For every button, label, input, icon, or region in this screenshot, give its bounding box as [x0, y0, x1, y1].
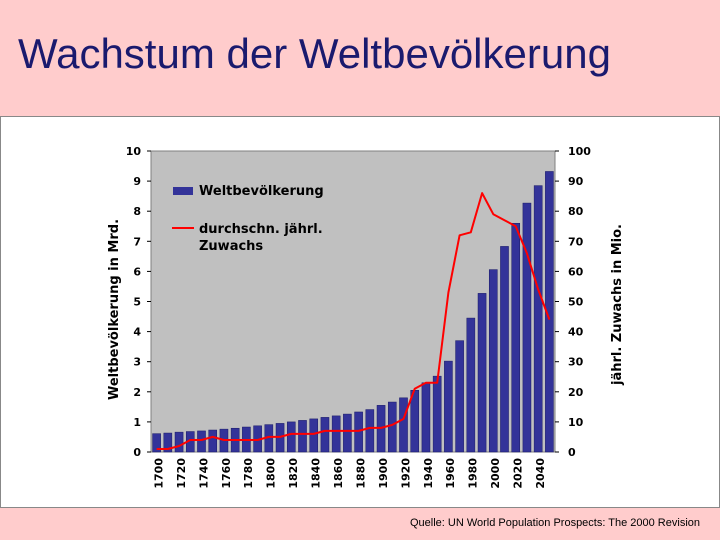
- y2-tick-label: 70: [568, 235, 584, 248]
- population-bar: [545, 171, 554, 453]
- x-tick-label: 1800: [265, 458, 278, 489]
- y-tick-label: 10: [126, 145, 142, 158]
- population-bar: [163, 432, 173, 453]
- population-bar: [488, 269, 498, 453]
- legend-line-label: durchschn. jährl.: [199, 222, 323, 237]
- x-tick-label: 1840: [310, 458, 323, 489]
- population-bar: [343, 413, 352, 453]
- x-tick-label: 1780: [242, 458, 255, 489]
- x-tick-label: 1700: [152, 458, 165, 489]
- population-bar: [432, 375, 442, 453]
- x-tick-label: 1720: [175, 458, 188, 489]
- legend-bar-swatch: [173, 187, 193, 195]
- population-bar: [500, 246, 509, 453]
- y-tick-label: 4: [133, 326, 141, 339]
- chart-panel: 0 1 2 3 4 5 6 7 8 9 10 0 10 20 30 40 50 60 70 80 90 100 1700 17…: [0, 116, 720, 508]
- x-tick-label: 1940: [422, 458, 435, 489]
- x-tick-label: 1880: [354, 458, 367, 489]
- y-tick-label: 5: [133, 296, 141, 309]
- y-tick-label: 2: [133, 386, 141, 399]
- y2-tick-label: 80: [568, 205, 584, 218]
- population-bar: [298, 420, 307, 453]
- population-bar: [354, 411, 363, 453]
- population-bar: [511, 222, 521, 453]
- y2-tick-label: 60: [568, 265, 584, 278]
- y2-tick-label: 90: [568, 175, 584, 188]
- population-bar: [444, 360, 453, 453]
- population-bar: [455, 340, 464, 453]
- population-bar: [286, 421, 296, 453]
- population-bar: [533, 185, 543, 453]
- x-tick-label: 1900: [377, 458, 390, 489]
- y2-tick-label: 30: [568, 356, 584, 369]
- population-bar: [421, 382, 431, 453]
- legend-line-label-cont: Zuwachs: [199, 239, 263, 254]
- x-tick-label: 2000: [489, 458, 502, 489]
- y2-tick-label: 0: [568, 446, 576, 459]
- y-tick-label: 1: [133, 416, 141, 429]
- x-tick-label: 2020: [512, 458, 525, 489]
- population-bar: [410, 390, 420, 453]
- population-bar: [365, 409, 375, 453]
- y2-tick-label: 50: [568, 296, 584, 309]
- population-bar: [197, 430, 206, 453]
- population-bar: [477, 293, 487, 453]
- y2-tick-label: 100: [568, 145, 591, 158]
- y2-axis-title: jährl. Zuwachs in Mio.: [610, 224, 625, 386]
- x-tick-label: 1980: [467, 458, 480, 489]
- population-bar: [152, 433, 161, 453]
- plot-area: [150, 150, 556, 453]
- x-tick-label: 1740: [197, 458, 210, 489]
- population-bar: [399, 397, 408, 453]
- population-bar: [208, 429, 218, 453]
- population-bar: [331, 415, 341, 453]
- population-bar: [309, 418, 319, 453]
- y2-tick-label: 40: [568, 326, 584, 339]
- y-tick-label: 0: [133, 446, 141, 459]
- population-bar: [174, 431, 184, 453]
- y2-tick-label: 20: [568, 386, 584, 399]
- population-bar: [522, 202, 532, 453]
- population-bar: [466, 317, 476, 453]
- x-tick-label: 1820: [287, 458, 300, 489]
- population-bar: [320, 417, 330, 453]
- x-tick-label: 1920: [399, 458, 412, 489]
- x-tick-label: 1760: [220, 458, 233, 489]
- source-note: Quelle: UN World Population Prospects: T…: [409, 517, 700, 529]
- x-tick-label: 1960: [444, 458, 457, 489]
- y-axis-title: Weltbevölkerung in Mrd.: [107, 219, 122, 400]
- slide-title: Wachstum der Weltbevölkerung: [18, 30, 611, 77]
- x-tick-label: 1860: [332, 458, 345, 489]
- y2-tick-label: 10: [568, 416, 584, 429]
- legend-bar-label: Weltbevölkerung: [199, 184, 324, 199]
- growth-line: [156, 192, 551, 450]
- y-tick-label: 6: [133, 265, 141, 278]
- population-bar: [387, 401, 397, 453]
- y-tick-label: 3: [133, 356, 141, 369]
- y-tick-label: 7: [133, 235, 141, 248]
- y-tick-label: 9: [133, 175, 141, 188]
- y-tick-label: 8: [133, 205, 141, 218]
- x-tick-label: 2040: [534, 458, 547, 489]
